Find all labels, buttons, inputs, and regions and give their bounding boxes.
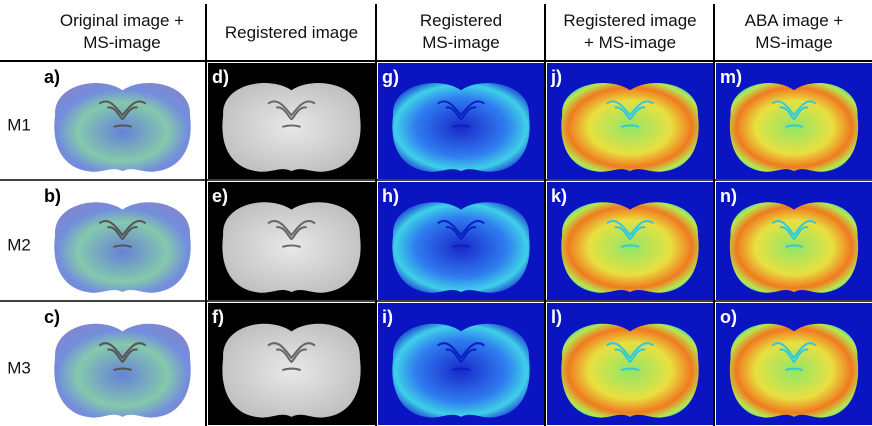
panel-letter: c) — [44, 307, 60, 327]
brain-shape — [730, 202, 858, 292]
brain-image — [730, 83, 858, 172]
brain-image — [54, 83, 190, 172]
column-header: ABA image + — [745, 11, 844, 30]
brain-shape — [54, 202, 190, 292]
panel-letter: o) — [720, 307, 737, 327]
brain-shape — [561, 83, 698, 172]
brain-shape — [54, 83, 190, 172]
brain-shape — [392, 83, 529, 172]
brain-image — [392, 202, 529, 292]
brain-image — [392, 83, 529, 172]
panel-letter: d) — [212, 67, 229, 87]
brain-shape — [392, 202, 529, 292]
panel-letter: k) — [551, 186, 567, 206]
brain-shape — [561, 202, 698, 292]
brain-shape — [730, 324, 858, 418]
column-header: Registered image — [225, 23, 358, 42]
row-label: M1 — [7, 115, 31, 134]
panel-letter: g) — [382, 67, 399, 87]
column-header: MS-image — [422, 33, 499, 52]
brain-image — [561, 83, 698, 172]
brain-image — [222, 324, 360, 418]
column-header: Registered image — [563, 11, 696, 30]
brain-image — [222, 202, 360, 292]
brain-image — [730, 324, 858, 418]
row-label: M2 — [7, 235, 31, 254]
column-header: Registered — [420, 11, 502, 30]
column-header: MS-image — [755, 33, 832, 52]
brain-shape — [730, 83, 858, 172]
panel-letter: n) — [720, 186, 737, 206]
panel-letter: m) — [720, 67, 742, 87]
brain-shape — [392, 324, 529, 418]
panel-letter: e) — [212, 186, 228, 206]
panel-letter: f) — [212, 307, 224, 327]
row-label: M3 — [7, 358, 31, 377]
panel-letter: i) — [382, 307, 393, 327]
panel-letter: h) — [382, 186, 399, 206]
brain-image — [392, 324, 529, 418]
panel-letter: l) — [551, 307, 562, 327]
brain-shape — [561, 324, 698, 418]
brain-shape — [222, 324, 360, 418]
brain-shape — [222, 202, 360, 292]
figure: Original image + MS-image Registered image… — [0, 0, 872, 426]
brain-image — [54, 202, 190, 292]
column-header: + MS-image — [584, 33, 676, 52]
brain-shape — [222, 83, 360, 172]
panel-letter: b) — [44, 186, 61, 206]
column-header: MS-image — [83, 33, 160, 52]
panel-letter: j) — [550, 67, 562, 87]
brain-image — [561, 324, 698, 418]
panel-letter: a) — [44, 67, 60, 87]
brain-image — [54, 324, 190, 418]
brain-image — [222, 83, 360, 172]
brain-shape — [54, 324, 190, 418]
brain-image — [561, 202, 698, 292]
column-header: Original image + — [60, 11, 184, 30]
brain-image — [730, 202, 858, 292]
